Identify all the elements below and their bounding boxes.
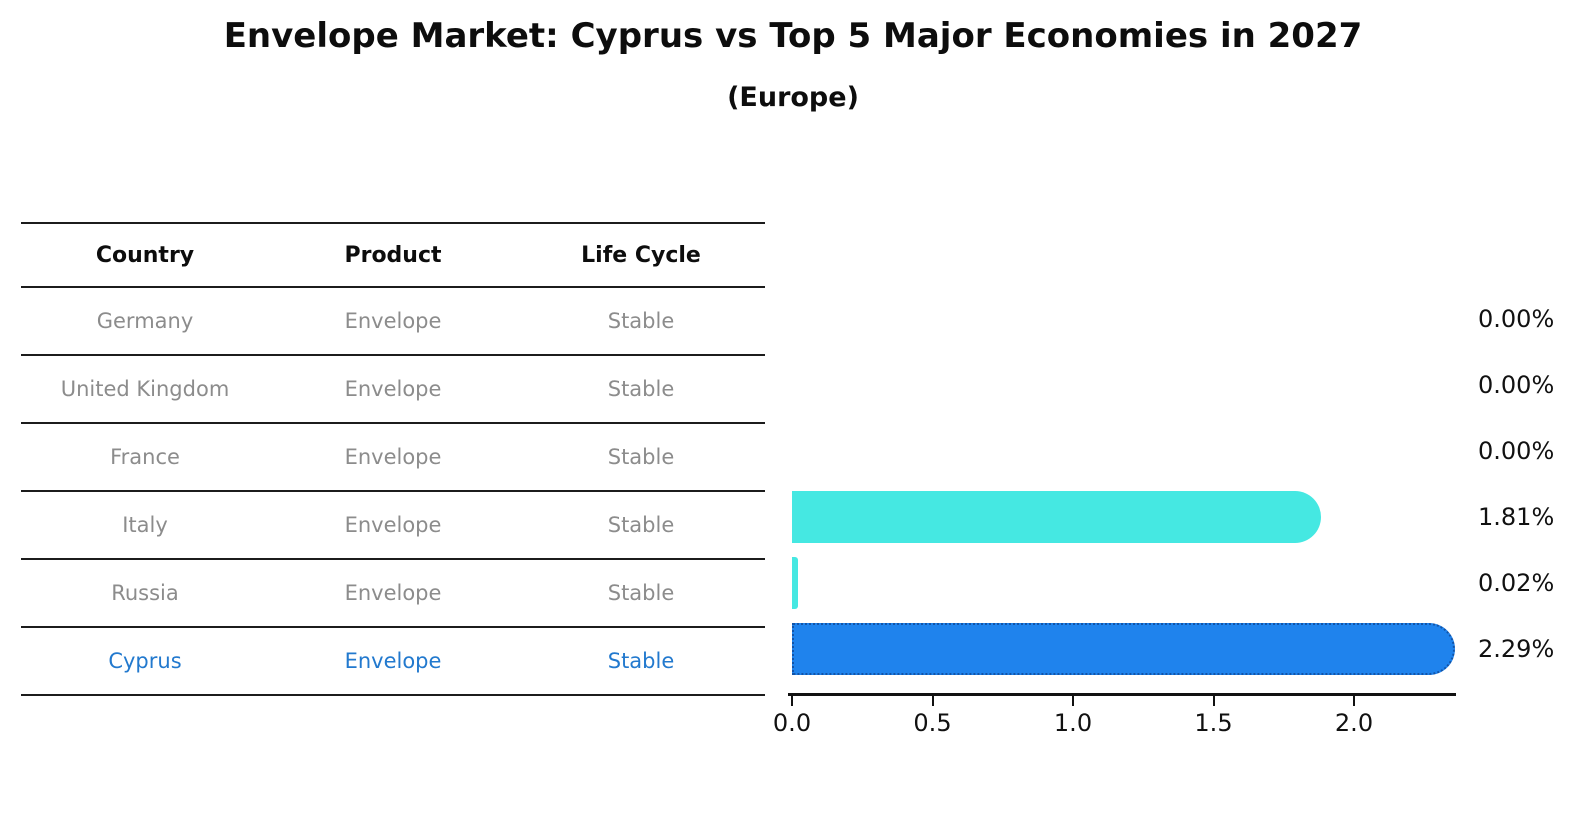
x-axis-tick (931, 696, 934, 706)
table-row-russia: Russia Envelope Stable (21, 560, 765, 628)
table-cell-life-cycle: Stable (607, 377, 675, 401)
x-axis-line (788, 693, 1456, 696)
bar-italy (792, 491, 1321, 543)
x-axis-tick (1353, 696, 1355, 706)
table-body: Germany Envelope Stable United Kingdom Envel… (21, 288, 765, 696)
column-header-country: Country (95, 242, 195, 268)
value-label-russia: 0.02% (1478, 569, 1555, 597)
summary-table: Country Product Life Cycle Germany Envelo… (21, 222, 765, 696)
table-cell-life-cycle: Stable (607, 581, 675, 605)
table-cell-country: Germany (96, 309, 194, 333)
table-cell-product: Envelope (344, 377, 442, 401)
table-row-united-kingdom: United Kingdom Envelope Stable (21, 356, 765, 424)
column-header-life-cycle: Life Cycle (581, 242, 701, 268)
x-axis-tick (791, 696, 793, 706)
x-axis-tick-label: 1.0 (1053, 709, 1093, 737)
value-label-italy: 1.81% (1478, 503, 1555, 531)
bar-highlighted-cyprus (792, 623, 1456, 675)
table-cell-product: Envelope (344, 649, 442, 673)
table-cell-life-cycle: Stable (607, 513, 675, 537)
table-cell-country: United Kingdom (60, 377, 230, 401)
table-cell-life-cycle: Stable (607, 649, 675, 673)
x-axis-tick-label: 2.0 (1334, 709, 1374, 737)
table-cell-product: Envelope (344, 581, 442, 605)
table-cell-country: France (110, 445, 180, 469)
table-row-italy: Italy Envelope Stable (21, 492, 765, 560)
table-cell-product: Envelope (344, 445, 442, 469)
table-cell-country: Italy (122, 513, 168, 537)
x-axis-tick (1072, 696, 1074, 706)
table-cell-country: Cyprus (108, 649, 182, 673)
value-label-cyprus: 2.29% (1478, 635, 1555, 663)
x-axis-tick-label: 0.5 (913, 709, 952, 737)
bar-russia (792, 557, 798, 609)
table-cell-life-cycle: Stable (607, 445, 675, 469)
value-label-france: 0.00% (1478, 437, 1555, 465)
table-header-row: Country Product Life Cycle (21, 224, 765, 288)
table-cell-product: Envelope (344, 309, 442, 333)
table-row-cyprus: Cyprus Envelope Stable (21, 628, 765, 696)
x-axis-tick-label: 0.0 (772, 709, 812, 737)
table-cell-life-cycle: Stable (607, 309, 675, 333)
value-label-germany: 0.00% (1478, 305, 1555, 333)
table-row-germany: Germany Envelope Stable (21, 288, 765, 356)
page-subtitle: (Europe) (727, 82, 859, 113)
table-cell-product: Envelope (344, 513, 442, 537)
table-row-france: France Envelope Stable (21, 424, 765, 492)
x-axis-tick-label: 1.5 (1194, 709, 1233, 737)
x-axis-tick (1212, 696, 1215, 706)
column-header-product: Product (344, 242, 442, 268)
value-label-united-kingdom: 0.00% (1478, 371, 1555, 399)
page-title: Envelope Market: Cyprus vs Top 5 Major E… (223, 16, 1363, 56)
table-cell-country: Russia (111, 581, 179, 605)
